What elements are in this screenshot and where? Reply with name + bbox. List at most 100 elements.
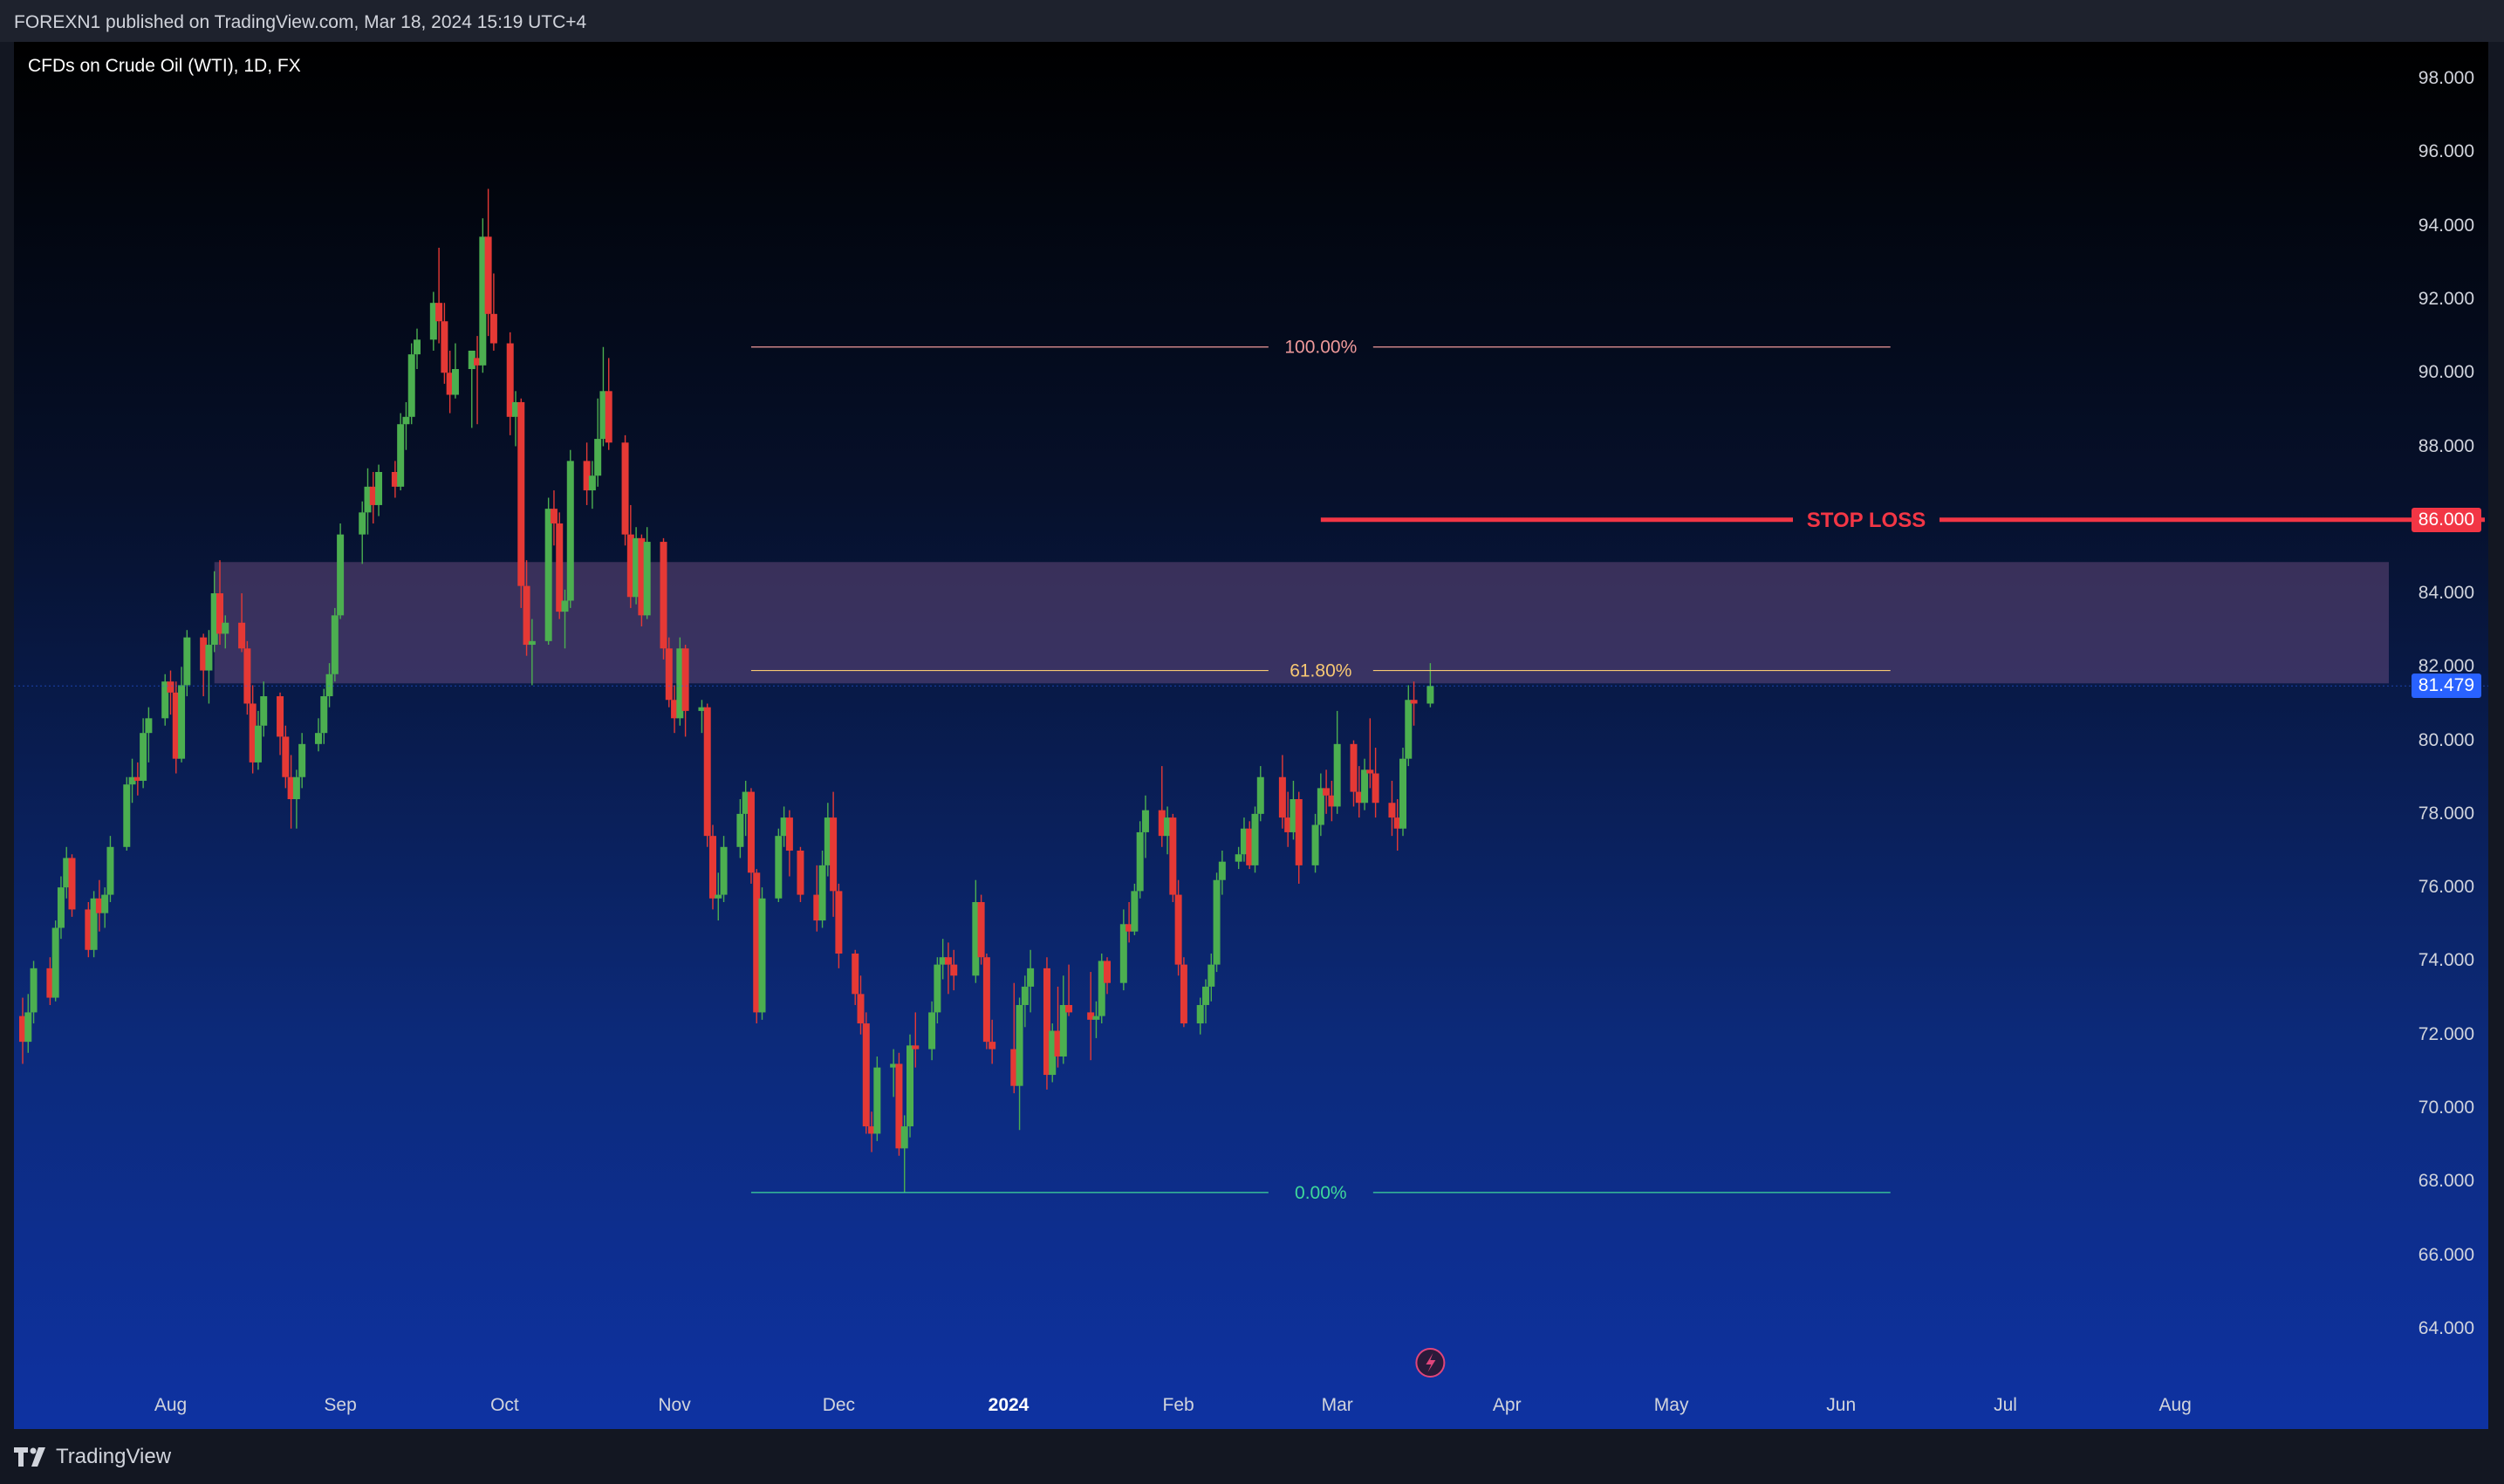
price-tick-label: 68.000 xyxy=(2418,1171,2474,1192)
fib-level-label: 61.80% xyxy=(1290,661,1351,681)
candle-body xyxy=(200,637,208,671)
candle-body xyxy=(1240,828,1248,855)
candle-body xyxy=(140,733,147,781)
candle-body xyxy=(873,1067,881,1134)
candle-body xyxy=(57,887,65,928)
candle-body xyxy=(1141,810,1149,832)
price-tick-label: 64.000 xyxy=(2418,1317,2474,1338)
candle-body xyxy=(1104,961,1111,983)
candle-body xyxy=(101,894,109,913)
price-tick-label: 74.000 xyxy=(2418,950,2474,971)
candle-body xyxy=(468,350,475,370)
symbol-title: CFDs on Crude Oil (WTI), 1D, FX xyxy=(28,56,301,76)
candle-body xyxy=(369,486,377,505)
fib-level-label: 100.00% xyxy=(1284,338,1357,358)
candle-body xyxy=(523,585,530,646)
price-tick-label: 96.000 xyxy=(2418,141,2474,162)
candle-body xyxy=(1317,788,1324,825)
candle-body xyxy=(222,622,229,634)
candle-body xyxy=(414,339,421,355)
candle-body xyxy=(900,1126,908,1149)
price-tick-label: 80.000 xyxy=(2418,729,2474,750)
chart-panel[interactable]: 100.00% 61.80% 0.00% STOP LOSS CFDs on Crud… xyxy=(14,42,2488,1429)
candle-body xyxy=(972,902,980,976)
candle-body xyxy=(1361,769,1369,804)
candle-body xyxy=(824,817,831,865)
candle-body xyxy=(1043,968,1050,1076)
candle-body xyxy=(1049,1030,1057,1076)
price-plot[interactable]: 100.00% 61.80% 0.00% STOP LOSS xyxy=(14,42,2488,1429)
candle-body xyxy=(715,894,722,899)
candle-body xyxy=(30,968,38,1013)
candle-body xyxy=(633,537,640,598)
candle-body xyxy=(676,648,684,719)
candle-body xyxy=(1174,894,1182,965)
time-tick-label: Jun xyxy=(1826,1395,1857,1415)
candle-body xyxy=(665,648,673,701)
candle-body xyxy=(1278,776,1286,818)
candle-body xyxy=(638,537,646,616)
lightning-bolt-glyph xyxy=(1426,1353,1436,1372)
candle-body xyxy=(698,707,706,711)
time-tick-label: Aug xyxy=(2159,1395,2192,1415)
candle-body xyxy=(857,994,865,1024)
candle-body xyxy=(556,523,564,612)
candle-body xyxy=(1372,773,1379,804)
candle-body xyxy=(671,700,679,719)
candle-body xyxy=(161,681,169,719)
candle-body xyxy=(758,898,766,1013)
candle-body xyxy=(46,968,54,998)
candle-body xyxy=(216,593,223,634)
candle-body xyxy=(331,615,339,674)
candle-body xyxy=(315,733,322,744)
candle-body xyxy=(1218,861,1226,880)
candle-body xyxy=(24,1012,32,1043)
publish-header: FOREXN1 published on TradingView.com, Ma… xyxy=(0,0,2504,42)
candle-body xyxy=(1131,891,1139,932)
candle-body xyxy=(1164,817,1172,837)
candle-body xyxy=(479,236,487,366)
candle-body xyxy=(51,927,59,998)
footer: TradingView xyxy=(0,1429,2504,1484)
candle-body xyxy=(528,640,536,646)
candle-body xyxy=(210,593,218,646)
candle-body xyxy=(446,373,454,395)
candle-body xyxy=(939,957,947,965)
candle-body xyxy=(1333,743,1341,807)
candle-body xyxy=(1125,924,1133,932)
candle-body xyxy=(167,681,174,693)
candle-body xyxy=(1426,686,1434,704)
candle-body xyxy=(402,416,410,425)
price-tick-label: 66.000 xyxy=(2418,1244,2474,1265)
candle-body xyxy=(1323,788,1331,796)
candle-body xyxy=(106,846,114,895)
candle-body xyxy=(441,321,448,373)
candle-body xyxy=(517,401,525,586)
candle-body xyxy=(183,637,191,686)
candle-body xyxy=(1366,769,1374,774)
candle-body xyxy=(249,703,257,763)
candle-body xyxy=(85,909,92,950)
tradingview-logo[interactable]: TradingView xyxy=(14,1445,171,1469)
candle-body xyxy=(292,776,300,800)
candle-body xyxy=(736,813,744,847)
candle-body xyxy=(1208,964,1215,987)
price-tick-label: 70.000 xyxy=(2418,1097,2474,1118)
candle-body xyxy=(605,391,612,443)
candle-body xyxy=(703,707,711,837)
candle-body xyxy=(484,236,492,314)
candle-body xyxy=(1098,961,1105,1016)
candle-body xyxy=(19,1016,26,1043)
candle-body xyxy=(1290,799,1297,832)
candle-body xyxy=(852,953,859,995)
candle-body xyxy=(1092,1016,1100,1020)
candle-body xyxy=(451,369,459,395)
candle-body xyxy=(944,957,952,965)
candle-body xyxy=(588,475,596,491)
candle-body xyxy=(359,512,366,535)
candle-body xyxy=(133,776,141,781)
candle-body xyxy=(835,891,843,954)
time-tick-label: Apr xyxy=(1492,1395,1522,1415)
last-price-tag: 81.479 xyxy=(2411,674,2481,699)
candle-body xyxy=(1399,758,1406,829)
